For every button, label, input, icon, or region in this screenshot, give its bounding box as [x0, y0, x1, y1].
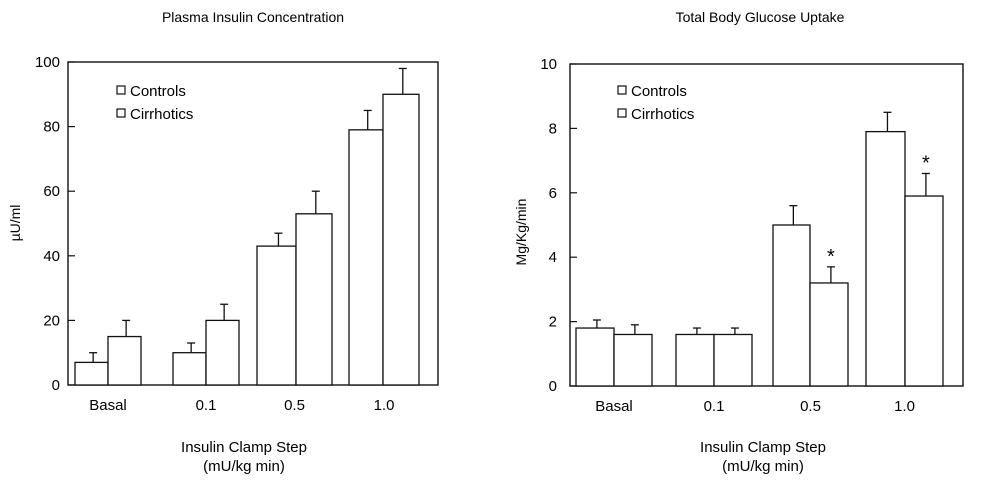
bar-controls: [772, 224, 811, 387]
bar-controls: [256, 245, 297, 386]
y-tick-label: 60: [43, 183, 60, 200]
x-tick-label: 1.0: [374, 397, 395, 414]
chart-title: Plasma Insulin Concentration: [162, 9, 344, 25]
plot-frame: [67, 61, 439, 386]
bar-cirrhotics: [382, 93, 420, 386]
legend-label-controls: Controls: [631, 83, 687, 100]
bar-controls: [865, 130, 906, 387]
y-axis-label: Mg/Kg/min: [513, 199, 529, 266]
significance-star: *: [827, 246, 835, 268]
x-axis-label-units: (mU/kg min): [203, 458, 285, 475]
bar-cirrhotics: [904, 195, 944, 387]
x-tick-label: 1.0: [894, 398, 915, 415]
bar-cirrhotics: [713, 333, 753, 387]
legend-label-controls: Controls: [130, 83, 186, 100]
y-axis-ticks: 0 20 40 60 80 100: [35, 54, 75, 394]
legend-swatch-controls: [116, 85, 126, 95]
legend-label-cirrhotics: Cirrhotics: [130, 106, 193, 123]
bars: [74, 67, 420, 386]
bar-controls: [675, 333, 715, 387]
x-axis-label: Insulin Clamp Step: [181, 439, 307, 456]
y-tick-label: 4: [549, 249, 557, 266]
x-tick-label: Basal: [595, 398, 633, 415]
x-axis-ticks: Basal 0.1 0.5 1.0: [89, 397, 394, 414]
bar-cirrhotics: [205, 319, 240, 386]
insulin-chart: Plasma Insulin Concentration 0 20 40 60 80 10…: [7, 9, 439, 475]
legend-swatch-cirrhotics: [116, 108, 126, 118]
legend-label-cirrhotics: Cirrhotics: [631, 106, 694, 123]
x-axis-ticks: Basal 0.1 0.5 1.0: [595, 398, 915, 415]
y-tick-label: 10: [540, 56, 557, 73]
bar-cirrhotics: [809, 282, 849, 387]
legend: Controls Cirrhotics: [116, 83, 193, 123]
y-tick-label: 80: [43, 119, 60, 136]
significance-star: *: [922, 152, 930, 174]
y-tick-label: 0: [52, 377, 60, 394]
x-axis-label-units: (mU/kg min): [722, 458, 804, 475]
x-tick-label: 0.5: [800, 398, 821, 415]
y-tick-label: 8: [549, 120, 557, 137]
x-tick-label: Basal: [89, 397, 127, 414]
y-tick-label: 2: [549, 314, 557, 331]
bar-controls: [74, 361, 109, 386]
x-tick-label: 0.1: [704, 398, 725, 415]
bar-cirrhotics: [295, 213, 333, 386]
y-tick-label: 40: [43, 248, 60, 265]
y-axis-label: µU/ml: [7, 205, 23, 242]
y-tick-label: 0: [549, 378, 557, 395]
legend: Controls Cirrhotics: [617, 83, 694, 123]
y-axis-ticks: 0 2 4 6 8 10: [540, 56, 577, 395]
bars: **: [575, 111, 944, 387]
bar-cirrhotics: [613, 333, 653, 387]
bar-controls: [348, 129, 384, 386]
legend-swatch-cirrhotics: [617, 108, 627, 118]
x-tick-label: 0.1: [196, 397, 217, 414]
bar-controls: [575, 327, 615, 387]
y-tick-label: 100: [35, 54, 60, 71]
legend-swatch-controls: [617, 85, 627, 95]
chart-title: Total Body Glucose Uptake: [676, 9, 845, 25]
y-tick-label: 6: [549, 185, 557, 202]
x-tick-label: 0.5: [284, 397, 305, 414]
x-axis-label: Insulin Clamp Step: [700, 439, 826, 456]
bar-cirrhotics: [107, 335, 142, 386]
plot-frame: [569, 63, 964, 387]
y-tick-label: 20: [43, 312, 60, 329]
bar-controls: [172, 352, 207, 386]
